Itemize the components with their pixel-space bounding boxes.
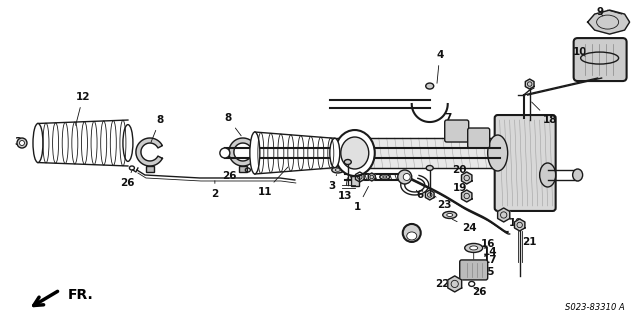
Ellipse shape: [465, 243, 483, 252]
Text: 17: 17: [483, 255, 497, 265]
Ellipse shape: [17, 138, 27, 148]
Ellipse shape: [330, 138, 340, 168]
Text: 23: 23: [435, 196, 452, 210]
Text: 12: 12: [76, 92, 90, 125]
Ellipse shape: [340, 137, 369, 169]
Text: 19: 19: [504, 218, 523, 228]
Ellipse shape: [335, 130, 375, 176]
Ellipse shape: [397, 170, 412, 184]
Text: 21: 21: [522, 237, 537, 247]
Polygon shape: [426, 190, 434, 200]
Ellipse shape: [344, 160, 351, 165]
Ellipse shape: [443, 211, 457, 219]
Text: 5: 5: [329, 157, 352, 167]
Polygon shape: [229, 138, 255, 166]
Ellipse shape: [33, 123, 43, 163]
Bar: [239, 166, 247, 172]
Ellipse shape: [403, 224, 420, 242]
Ellipse shape: [573, 169, 582, 181]
FancyBboxPatch shape: [573, 38, 627, 81]
Ellipse shape: [220, 148, 230, 158]
Text: 8: 8: [224, 113, 241, 136]
Text: 19: 19: [452, 183, 467, 196]
Bar: [146, 166, 154, 172]
Text: 6: 6: [416, 190, 424, 200]
Text: 1: 1: [354, 186, 369, 212]
Polygon shape: [368, 173, 375, 181]
Ellipse shape: [403, 174, 410, 181]
Text: 26: 26: [472, 287, 487, 297]
Text: 7: 7: [466, 135, 480, 145]
Ellipse shape: [447, 213, 452, 217]
Polygon shape: [525, 79, 534, 89]
Text: 22: 22: [435, 279, 454, 289]
FancyBboxPatch shape: [445, 120, 468, 142]
Ellipse shape: [123, 125, 133, 161]
Text: 3: 3: [14, 137, 22, 147]
Polygon shape: [448, 276, 461, 292]
Text: 16: 16: [481, 239, 495, 249]
Ellipse shape: [470, 246, 477, 250]
FancyBboxPatch shape: [468, 128, 490, 148]
Text: 18: 18: [532, 102, 557, 125]
Ellipse shape: [540, 163, 556, 187]
Ellipse shape: [332, 167, 344, 173]
Ellipse shape: [335, 169, 340, 171]
Text: FR.: FR.: [68, 288, 93, 302]
Ellipse shape: [407, 232, 417, 240]
Text: 13: 13: [337, 178, 352, 201]
Text: 2: 2: [211, 181, 218, 199]
Polygon shape: [136, 138, 163, 166]
Text: 11: 11: [257, 167, 288, 197]
Polygon shape: [515, 219, 525, 231]
Text: 14: 14: [483, 247, 497, 257]
Polygon shape: [461, 190, 472, 202]
Text: 26: 26: [120, 171, 134, 188]
Text: 10: 10: [572, 47, 587, 57]
Ellipse shape: [488, 135, 508, 171]
Text: 8: 8: [151, 115, 164, 142]
Bar: [351, 176, 359, 186]
Ellipse shape: [250, 132, 260, 174]
Text: 15: 15: [475, 267, 495, 277]
Polygon shape: [355, 172, 364, 182]
Text: 7: 7: [444, 113, 457, 130]
Text: 9: 9: [596, 7, 603, 17]
Text: 3: 3: [328, 174, 337, 191]
Text: 4: 4: [436, 50, 444, 83]
Ellipse shape: [19, 140, 24, 145]
FancyBboxPatch shape: [460, 260, 488, 280]
Ellipse shape: [383, 176, 387, 178]
Ellipse shape: [426, 166, 433, 170]
Text: 24: 24: [452, 219, 477, 233]
Ellipse shape: [426, 83, 434, 89]
Text: 26: 26: [223, 171, 245, 181]
Polygon shape: [588, 10, 630, 34]
Polygon shape: [461, 172, 472, 184]
Text: 20: 20: [452, 165, 467, 178]
Ellipse shape: [380, 174, 390, 180]
Text: S023-83310 A: S023-83310 A: [564, 303, 625, 312]
FancyBboxPatch shape: [495, 115, 556, 211]
Polygon shape: [498, 208, 509, 222]
